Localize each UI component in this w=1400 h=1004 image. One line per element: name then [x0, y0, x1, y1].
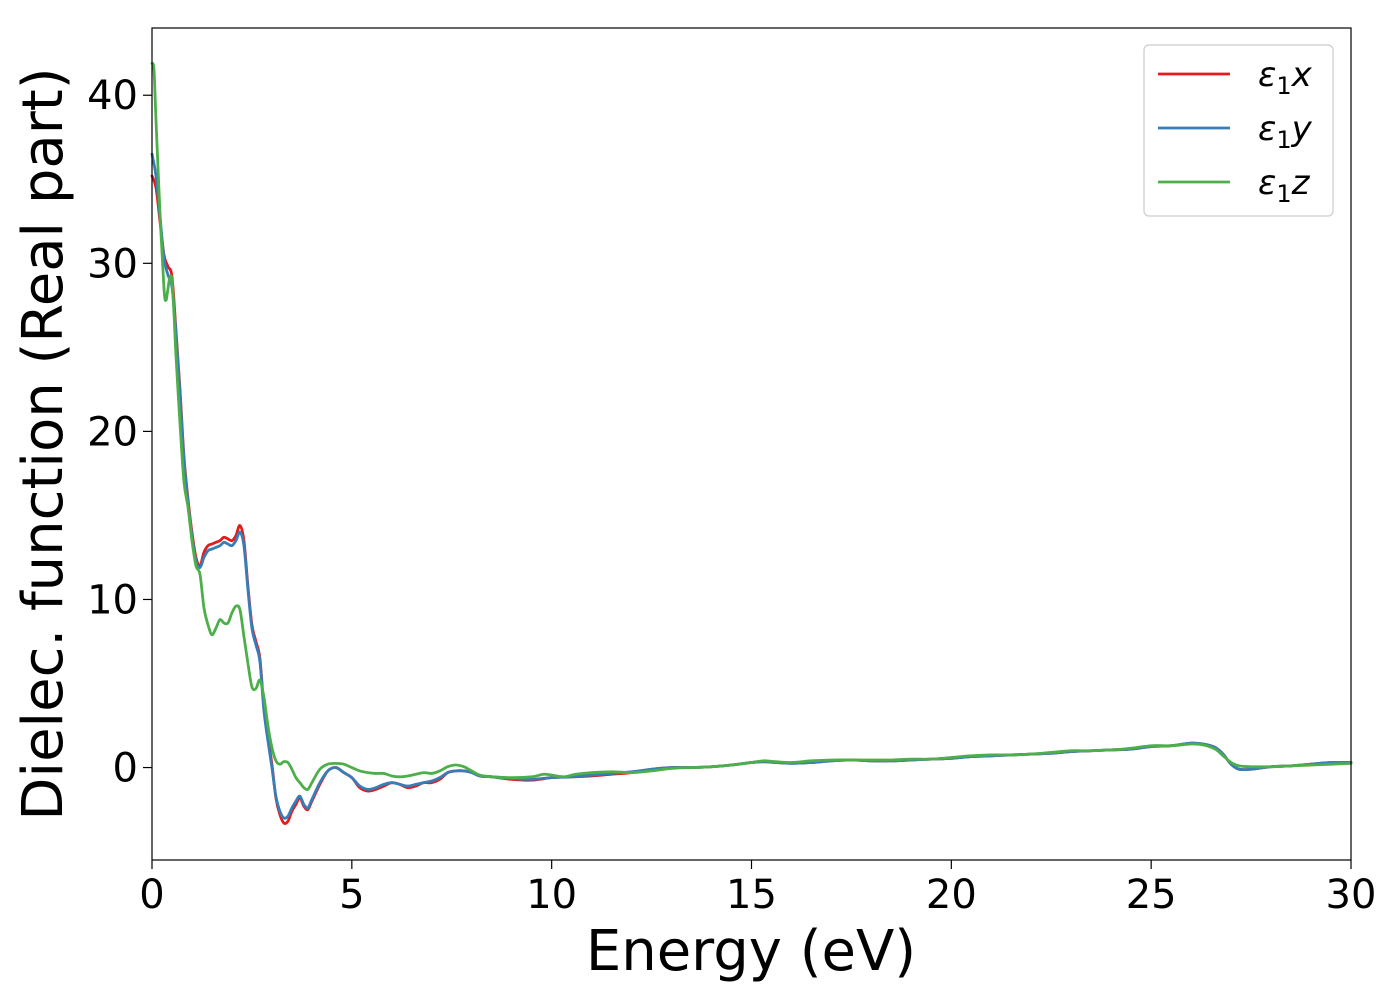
- x-tick-label: 20: [926, 872, 977, 918]
- x-tick-label: 10: [526, 872, 577, 918]
- series-lines: [150, 61, 1353, 825]
- legend-label-y: ε1y: [1258, 109, 1313, 154]
- y-tick-label: 40: [87, 73, 138, 119]
- legend: ε1x ε1y ε1z: [1143, 44, 1334, 217]
- y-tick-label: 10: [87, 577, 138, 623]
- x-axis-title: Energy (eV): [586, 919, 916, 984]
- axis-ticks: 0 5 10 15 20 25 30 0 10 20 30 40: [87, 73, 1376, 918]
- x-tick-label: 25: [1126, 872, 1177, 918]
- legend-box: [1143, 44, 1334, 217]
- y-tick-label: 30: [87, 241, 138, 287]
- series-line-y: [150, 152, 1353, 820]
- series-line-z: [150, 61, 1353, 792]
- y-tick-label: 0: [113, 746, 138, 792]
- series-line-x: [150, 174, 1353, 825]
- x-tick-label: 0: [139, 872, 164, 918]
- x-tick-label: 15: [726, 872, 777, 918]
- y-tick-label: 20: [87, 409, 138, 455]
- x-tick-label: 30: [1326, 872, 1377, 918]
- x-tick-label: 5: [339, 872, 364, 918]
- legend-label-x: ε1x: [1258, 55, 1313, 100]
- y-axis-title: Dielec. function (Real part): [11, 67, 76, 820]
- legend-label-z: ε1z: [1258, 163, 1311, 208]
